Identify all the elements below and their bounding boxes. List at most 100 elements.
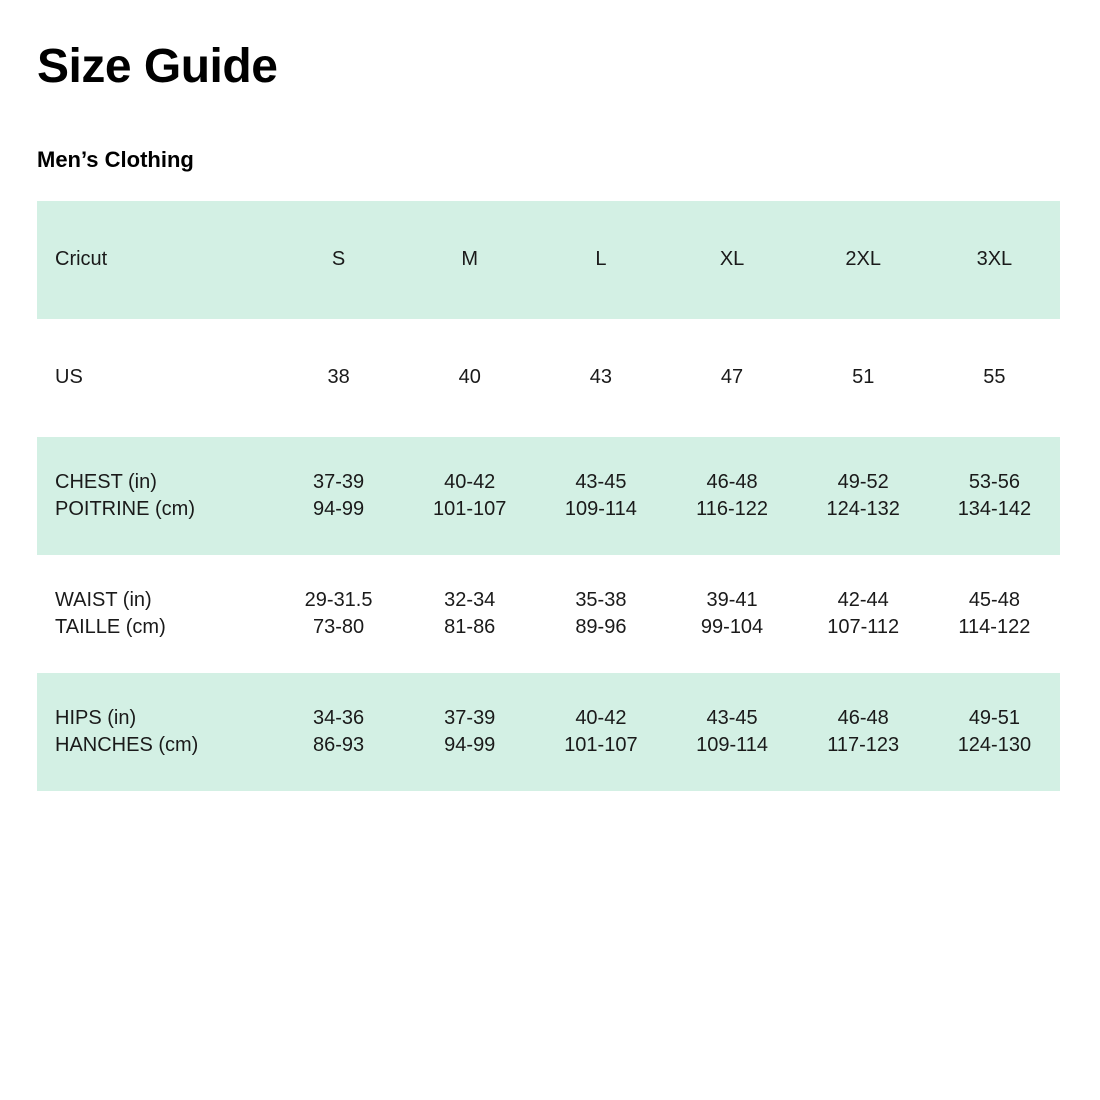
cell-line: 51 [852,366,875,389]
size-cell: 49-52 124-132 [797,436,929,555]
cell-line: 43-45 [706,706,758,729]
cell-line: 46-48 [837,706,889,729]
size-cell: 42-44 107-112 [798,555,929,673]
size-cell: 46-48 117-123 [797,672,929,791]
cell-line: 55 [983,366,1006,389]
size-cell: 35-38 89-96 [535,555,666,673]
cell-line: 34-36 [313,706,365,729]
cell-line: 32-34 [444,588,496,611]
size-cell: 2XL [797,200,929,319]
cell-line: TAILLE (cm) [55,615,166,638]
cell-line: 86-93 [313,733,365,756]
row-header-cell: Cricut [37,200,273,319]
cell-line: 94-99 [313,497,365,520]
cell-line: 53-56 [968,470,1020,493]
cell-line: S [331,248,346,271]
cell-line: 134-142 [957,497,1032,520]
size-cell: 32-34 81-86 [404,555,535,673]
row-header-cell: HIPS (in) HANCHES (cm) [37,672,273,791]
cell-line: 43 [589,366,613,389]
cell-line: 109-114 [696,733,768,756]
cell-line: 40-42 [575,706,627,729]
size-cell: 49-51 124-130 [928,672,1060,791]
size-cell: 43 [535,319,666,437]
size-cell: 38 [273,319,404,437]
cell-line: 116-122 [696,497,768,520]
size-cell: 40-42 101-107 [535,672,667,791]
cell-line: 38 [327,366,350,389]
cell-line: 101-107 [433,497,507,520]
size-cell: 37-39 94-99 [404,672,536,791]
size-cell: 39-41 99-104 [666,555,797,673]
cell-line: 49-51 [968,706,1020,729]
cell-line: 99-104 [700,615,764,638]
cell-line: 46-48 [706,470,758,493]
size-cell: 40 [404,319,535,437]
cell-line: 45-48 [968,588,1020,611]
size-cell: L [535,200,667,319]
cell-line: HANCHES (cm) [55,733,199,756]
cell-line: 117-123 [827,733,900,756]
cell-line: 35-38 [575,588,627,611]
size-cell: 53-56 134-142 [928,436,1060,555]
cell-line: 37-39 [444,706,496,729]
cell-line: 47 [720,366,744,389]
size-cell: S [273,200,405,319]
cell-line: 43-45 [575,470,627,493]
row-header-cell: WAIST (in) TAILLE (cm) [37,555,273,673]
cell-line: 39-41 [706,588,758,611]
table-row-us-sizes: US 38 40 43 47 51 55 [37,319,1060,437]
table-row-waist: WAIST (in) TAILLE (cm) 29-31.5 73-80 32-… [37,555,1060,673]
cell-line: 109-114 [564,497,637,520]
cell-line: 81-86 [444,615,496,638]
cell-line: 49-52 [837,470,889,493]
size-cell: 45-48 114-122 [929,555,1060,673]
cell-line: 107-112 [827,615,900,638]
row-header-cell: CHEST (in) POITRINE (cm) [37,436,273,555]
row-header-cell: US [37,319,273,437]
cell-line: CHEST (in) [55,470,157,493]
cell-line: 2XL [845,248,881,271]
cell-line: M [461,248,479,271]
cell-line: 101-107 [564,733,638,756]
size-cell: 47 [666,319,797,437]
size-cell: 55 [929,319,1060,437]
cell-line: 29-31.5 [304,588,373,611]
cell-line: 40 [458,366,481,389]
section-subtitle: Men’s Clothing [37,147,194,173]
cell-line: 89-96 [575,615,627,638]
size-cell: 3XL [928,200,1060,319]
cell-line: L [595,248,607,271]
size-cell: 46-48 116-122 [666,436,798,555]
table-row-hips: HIPS (in) HANCHES (cm) 34-36 86-93 37-39… [37,672,1060,791]
cell-line: 114-122 [958,615,1031,638]
size-cell: 43-45 109-114 [535,436,667,555]
cell-line: HIPS (in) [55,706,137,729]
size-cell: 29-31.5 73-80 [273,555,404,673]
size-cell: 51 [798,319,929,437]
size-cell: XL [666,200,798,319]
size-guide-table: Cricut S M L XL 2XL 3XL US 38 40 43 47 5… [37,200,1060,791]
cell-line: WAIST (in) [55,588,152,611]
cell-line: 37-39 [313,470,365,493]
size-cell: 43-45 109-114 [666,672,798,791]
size-guide-page: Size Guide Men’s Clothing Cricut S M L X… [37,40,1060,791]
cell-line: XL [719,248,745,271]
cell-line: POITRINE (cm) [55,497,195,520]
page-title: Size Guide [37,40,278,93]
size-cell: 40-42 101-107 [404,436,536,555]
size-cell: 34-36 86-93 [273,672,405,791]
cell-line: 40-42 [444,470,496,493]
size-cell: 37-39 94-99 [273,436,405,555]
cell-line: US [55,366,83,389]
cell-line: 42-44 [837,588,889,611]
cell-line: 3XL [976,248,1013,271]
table-row-chest: CHEST (in) POITRINE (cm) 37-39 94-99 40-… [37,436,1060,555]
cell-line: Cricut [55,248,108,271]
size-cell: M [404,200,536,319]
cell-line: 124-132 [826,497,900,520]
cell-line: 124-130 [957,733,1032,756]
table-row-cricut-sizes: Cricut S M L XL 2XL 3XL [37,200,1060,319]
cell-line: 73-80 [313,615,365,638]
cell-line: 94-99 [444,733,496,756]
